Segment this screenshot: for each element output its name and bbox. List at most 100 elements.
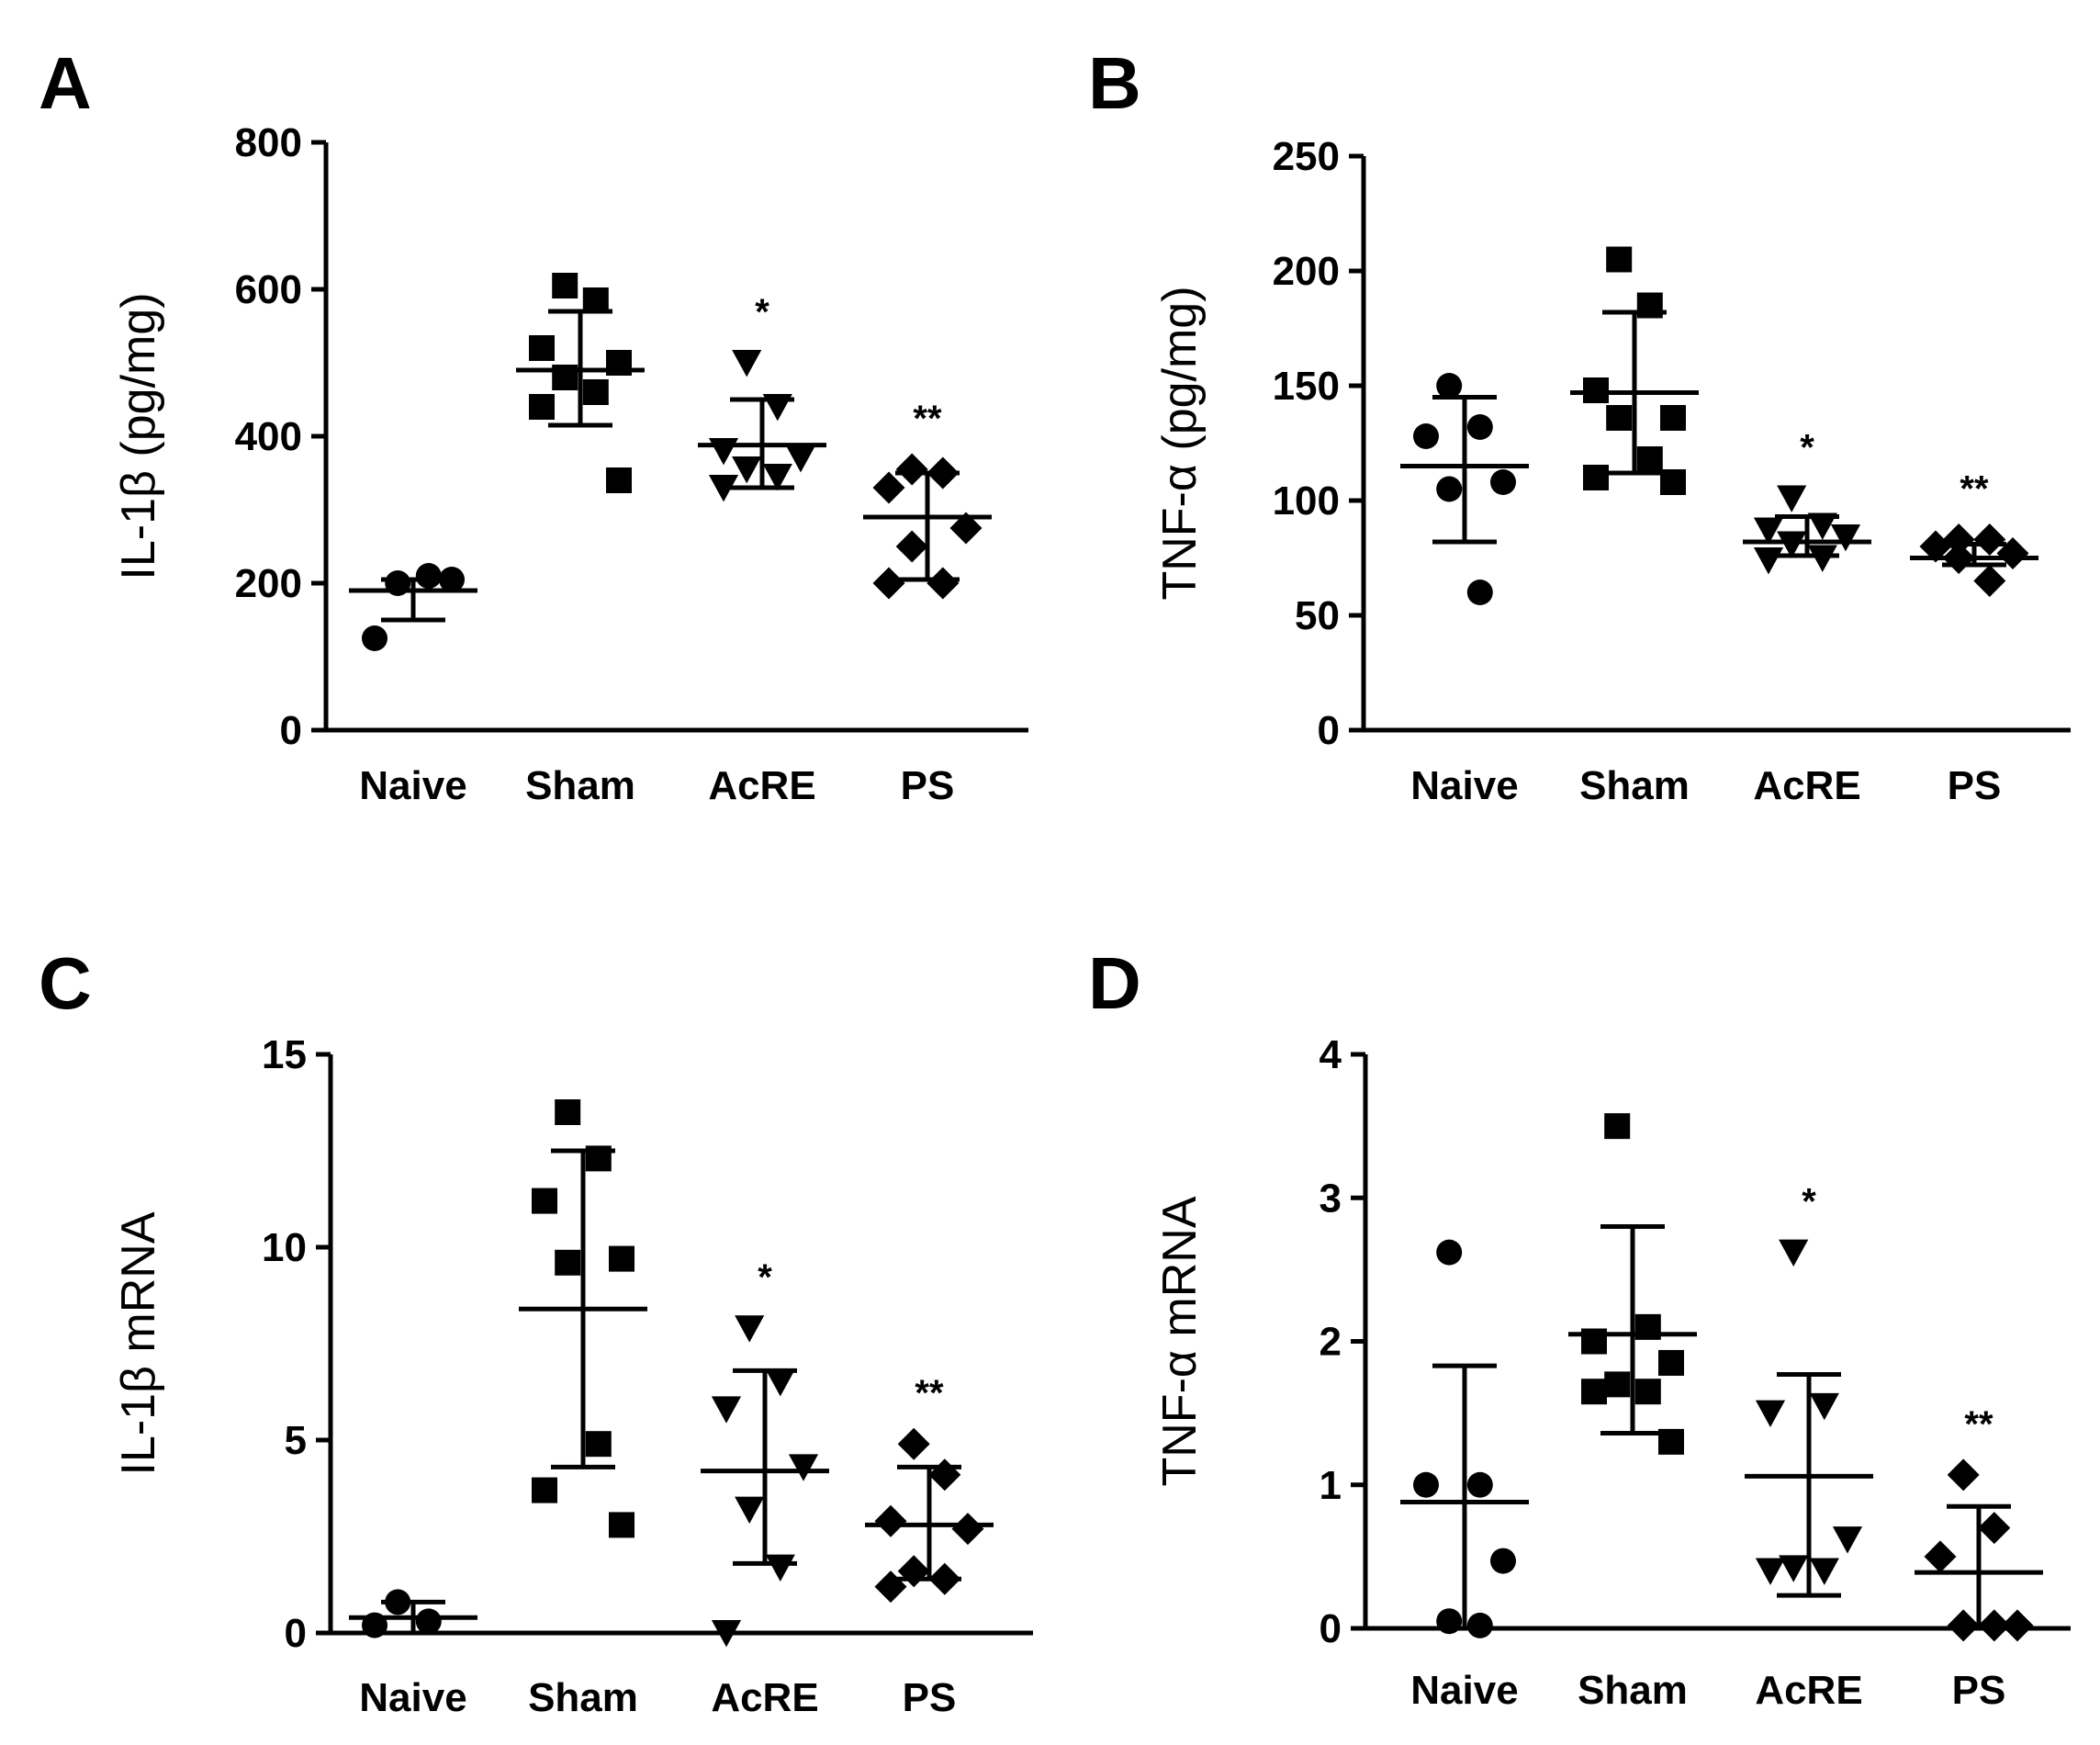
- data-point: [582, 379, 609, 405]
- data-point: [1973, 524, 2006, 556]
- panel-b: B 0 50 100 150 200 250 TNF-α (pg/mg) Naive Sham Ac…: [1088, 42, 2071, 808]
- data-point: [1413, 423, 1439, 449]
- y-tick-label: 10: [262, 1225, 307, 1270]
- y-tick-label: 150: [1273, 364, 1340, 409]
- data-point: [785, 445, 816, 473]
- data-point: [951, 1513, 984, 1546]
- data-point: [1777, 485, 1807, 512]
- data-point: [415, 563, 442, 589]
- data-point: [1466, 414, 1493, 440]
- panel-letter: D: [1088, 942, 1141, 1024]
- significance-marker: *: [1800, 428, 1814, 468]
- data-point: [708, 475, 739, 502]
- data-point: [1604, 1371, 1631, 1398]
- data-point: [872, 471, 905, 504]
- data-point: [1436, 1239, 1463, 1266]
- data-point: [1436, 373, 1463, 399]
- y-tick-label: 0: [280, 708, 302, 753]
- data-point: [872, 567, 905, 600]
- x-category-label: Sham: [1579, 763, 1690, 808]
- data-point: [1413, 1471, 1439, 1498]
- data-point: [1807, 545, 1837, 572]
- x-category-label: PS: [903, 1675, 957, 1720]
- y-axis-label: IL-1β mRNA: [112, 1211, 165, 1475]
- panel-letter: C: [39, 942, 92, 1024]
- data-point: [529, 335, 555, 361]
- data-point: [1753, 517, 1784, 545]
- significance-marker: **: [915, 1373, 944, 1413]
- data-point: [1947, 1458, 1980, 1492]
- data-point: [1658, 1349, 1684, 1376]
- panel-letter: A: [39, 42, 92, 124]
- data-point: [732, 350, 762, 377]
- data-point: [1606, 405, 1633, 431]
- data-point: [765, 1554, 795, 1582]
- y-tick-label: 2: [1320, 1320, 1342, 1365]
- x-category-label: Naive: [1410, 1668, 1518, 1713]
- x-category-label: PS: [1948, 763, 2002, 808]
- data-point: [2001, 1609, 2034, 1642]
- data-point: [439, 567, 465, 592]
- data-point: [732, 456, 762, 484]
- data-point: [735, 1496, 765, 1524]
- significance-marker: *: [758, 1257, 772, 1298]
- data-point: [1466, 1612, 1493, 1638]
- data-point: [1606, 246, 1633, 273]
- y-tick-label: 1: [1320, 1463, 1342, 1508]
- data-point: [1490, 1548, 1516, 1574]
- significance-marker: **: [913, 399, 942, 439]
- data-point: [1755, 1558, 1786, 1585]
- panel-letter: B: [1088, 42, 1141, 124]
- x-category-label: Sham: [1578, 1668, 1688, 1713]
- data-point: [1583, 465, 1609, 490]
- data-point: [874, 1504, 907, 1537]
- y-tick-label: 50: [1295, 593, 1340, 638]
- data-point: [1466, 580, 1493, 605]
- significance-marker: *: [1802, 1182, 1816, 1222]
- y-tick-label: 0: [285, 1611, 307, 1656]
- data-point: [895, 453, 928, 486]
- significance-marker: **: [1960, 469, 1989, 510]
- data-point: [362, 625, 387, 651]
- y-tick-label: 15: [262, 1032, 307, 1077]
- data-point: [555, 1099, 581, 1125]
- y-tick-label: 0: [1320, 1606, 1342, 1651]
- data-point: [711, 1396, 742, 1424]
- data-point: [606, 467, 632, 493]
- x-category-label: AcRE: [1753, 763, 1860, 808]
- data-point: [949, 512, 983, 545]
- data-point: [1777, 531, 1807, 558]
- data-point: [1779, 1239, 1809, 1267]
- data-point: [1436, 476, 1463, 502]
- data-point: [532, 1477, 557, 1503]
- significance-marker: *: [755, 292, 769, 332]
- x-category-label: Sham: [528, 1675, 638, 1720]
- data-point: [415, 1608, 442, 1635]
- data-point: [1753, 547, 1784, 575]
- x-category-label: Naive: [1410, 763, 1518, 808]
- data-point: [1807, 512, 1837, 540]
- y-tick-label: 200: [1273, 249, 1340, 294]
- data-point: [1809, 1558, 1839, 1585]
- data-point: [1636, 446, 1663, 472]
- y-tick-label: 800: [235, 120, 302, 165]
- data-point: [1490, 469, 1516, 495]
- data-point: [1660, 405, 1686, 431]
- y-tick-label: 250: [1273, 134, 1340, 179]
- data-point: [532, 1188, 557, 1214]
- data-point: [1832, 1526, 1863, 1554]
- y-tick-label: 600: [235, 267, 302, 312]
- y-tick-label: 0: [1318, 708, 1340, 753]
- data-point: [529, 394, 555, 420]
- y-tick-label: 5: [285, 1418, 307, 1463]
- y-axis-label: TNF-α mRNA: [1153, 1196, 1207, 1486]
- data-point: [609, 1512, 634, 1538]
- x-category-label: AcRE: [708, 763, 815, 808]
- y-tick-label: 100: [1273, 478, 1340, 524]
- data-point: [1978, 1512, 2011, 1545]
- data-point: [1919, 530, 1952, 563]
- data-point: [711, 1620, 742, 1648]
- data-point: [897, 1427, 930, 1460]
